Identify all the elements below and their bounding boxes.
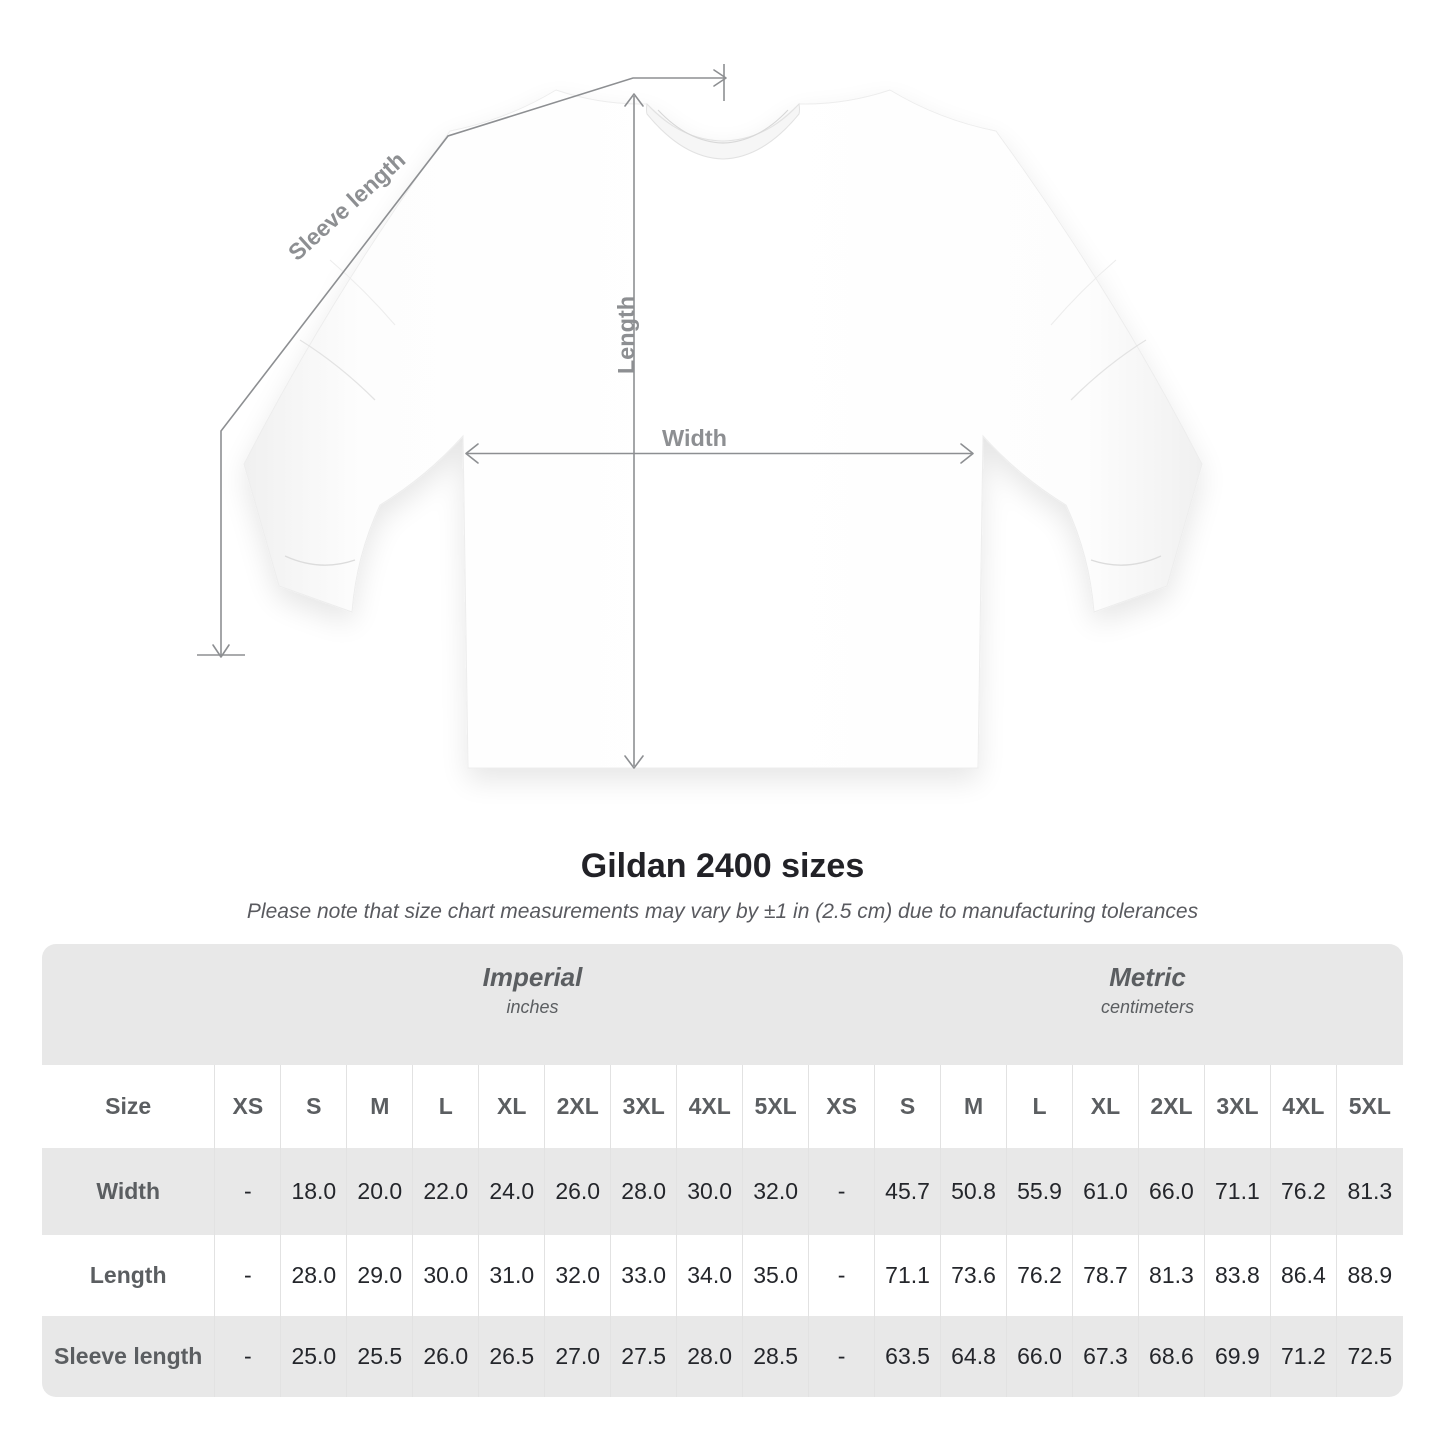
svg-text:Length: Length: [613, 296, 639, 374]
svg-text:Width: Width: [662, 425, 727, 451]
